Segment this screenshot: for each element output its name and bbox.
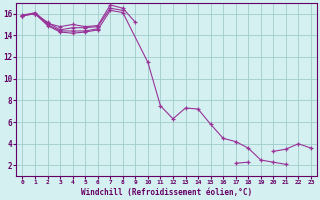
X-axis label: Windchill (Refroidissement éolien,°C): Windchill (Refroidissement éolien,°C) bbox=[81, 188, 252, 197]
